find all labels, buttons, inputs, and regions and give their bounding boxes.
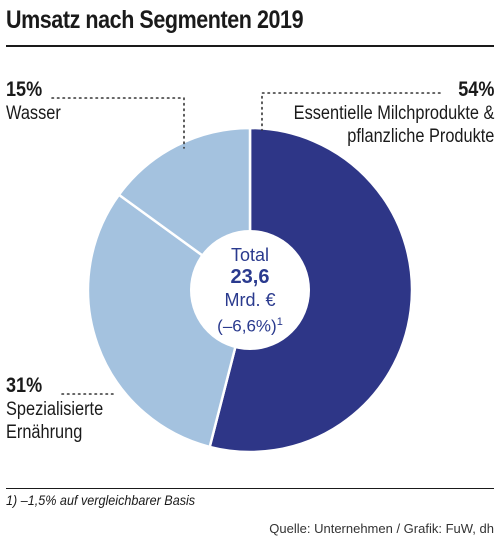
leader-line-wasser <box>51 97 185 149</box>
footnote-rule <box>6 488 494 489</box>
label-milchprodukte-pct: 54% <box>457 78 494 101</box>
label-milchprodukte-name-1: Essentielle Milchprodukte & <box>293 103 494 124</box>
slice-ernaehrung <box>86 193 252 449</box>
label-wasser-name: Wasser <box>6 103 61 124</box>
leader-line-milchprodukte <box>261 92 441 131</box>
label-ernaehrung-name-1: Spezialisierte <box>6 399 104 420</box>
label-milchprodukte: 54% Essentielle Milchprodukte & pflanzli… <box>293 78 494 148</box>
center-total-unit: Mrd. € <box>224 290 276 310</box>
footnote: 1) –1,5% auf vergleichbarer Basis <box>6 492 196 508</box>
label-ernaehrung-pct: 31% <box>6 374 43 397</box>
center-change-text: (–6,6%) <box>217 316 277 336</box>
center-total-label: Total <box>230 245 270 265</box>
label-wasser: 15% Wasser <box>6 78 61 125</box>
label-ernaehrung-name-2: Ernährung <box>6 422 83 443</box>
chart-title: Umsatz nach Segmenten 2019 <box>6 6 304 34</box>
donut-center-total: Total 23,6 Mrd. € (–6,6%)1 <box>190 244 310 338</box>
center-total-change: (–6,6%)1 <box>190 311 310 338</box>
center-change-footnote-mark: 1 <box>276 316 283 328</box>
title-rule <box>6 45 494 47</box>
label-ernaehrung: 31% Spezialisierte Ernährung <box>6 374 103 444</box>
source-credit: Quelle: Unternehmen / Grafik: FuW, dh <box>269 521 494 536</box>
label-milchprodukte-name-2: pflanzliche Produkte <box>346 126 494 147</box>
slice-milchprodukte <box>208 126 414 454</box>
center-total-value: 23,6 <box>230 266 270 288</box>
label-wasser-pct: 15% <box>6 78 43 101</box>
donut-hole <box>190 230 310 350</box>
